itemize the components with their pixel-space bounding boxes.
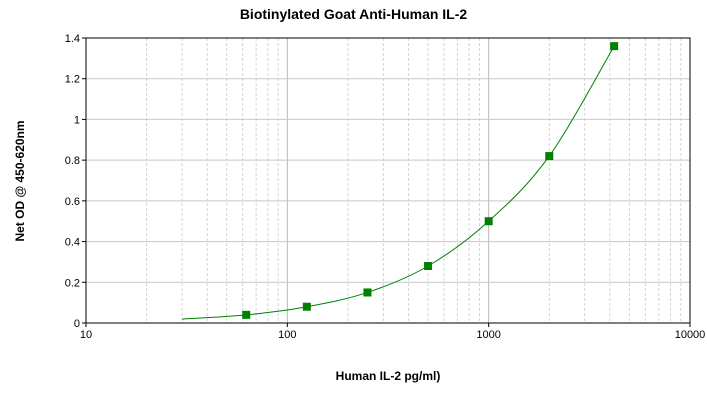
y-tick-label: 0.2 (65, 277, 80, 289)
data-point (545, 152, 554, 161)
x-tick-label: 10000 (675, 329, 706, 341)
axes (85, 37, 691, 324)
tick-labels: 0 0.2 0.4 0.6 0.8 1 1.2 1.4 10 100 1000 10000 (65, 33, 706, 341)
y-tick-label: 1.2 (65, 74, 80, 86)
plot-frame (85, 37, 691, 324)
data-point (484, 217, 493, 226)
x-tick-label: 10 (80, 329, 92, 341)
y-tick-label: 0 (74, 318, 80, 330)
y-tick-label: 1 (74, 114, 80, 126)
chart-title: Biotinylated Goat Anti-Human IL-2 (239, 6, 468, 22)
data-point (424, 262, 433, 270)
y-tick-label: 0.8 (65, 155, 80, 167)
x-tick-label: 100 (278, 329, 296, 341)
data-point (610, 42, 619, 51)
x-axis-label: Human IL-2 pg/ml) (335, 369, 441, 383)
y-tick-label: 0.6 (65, 196, 80, 208)
data-point (242, 310, 251, 319)
y-tick-label: 0.4 (65, 237, 80, 249)
data-points (242, 42, 619, 319)
data-point (302, 302, 311, 311)
grid (86, 38, 690, 323)
y-tick-label: 1.4 (65, 33, 80, 45)
x-tick-label: 1000 (476, 329, 500, 341)
data-point (363, 288, 372, 297)
